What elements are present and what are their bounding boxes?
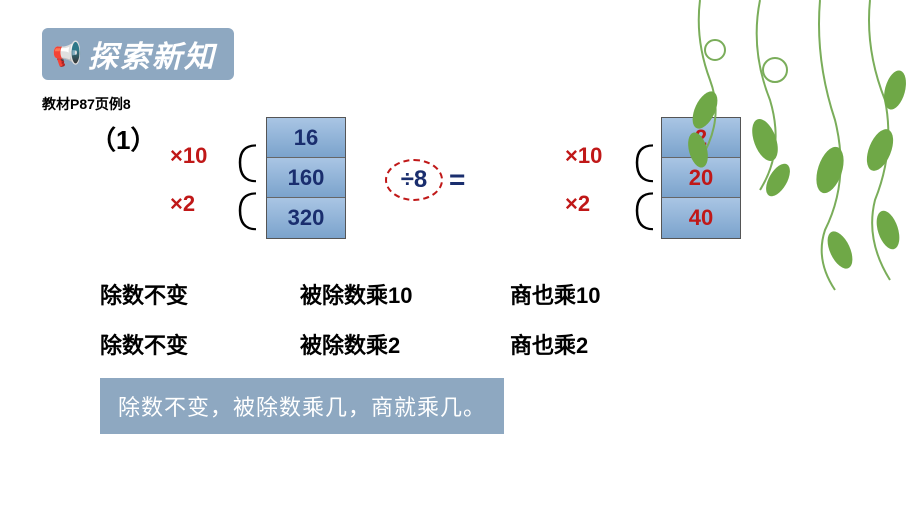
header-title: 探索新知 xyxy=(88,32,216,76)
equation-row: （1） ×10 ×2 16 160 320 ÷8 = ×10 ×2 2 20 4… xyxy=(90,125,860,255)
mult-left-top: ×10 xyxy=(170,143,207,169)
observations-grid: 除数不变 被除数乘10 商也乘10 除数不变 被除数乘2 商也乘2 xyxy=(100,278,690,360)
dividend-cell: 16 xyxy=(267,118,345,158)
obs-cell: 商也乘2 xyxy=(510,328,690,360)
equals-sign: = xyxy=(449,164,465,196)
brace-icon xyxy=(631,144,661,187)
rule-statement: 除数不变，被除数乘几，商就乘几。 xyxy=(100,378,504,434)
multipliers-right: ×10 ×2 xyxy=(565,143,602,217)
mult-right-top: ×10 xyxy=(565,143,602,169)
problem-number: （1） xyxy=(90,120,156,157)
brace-icon xyxy=(631,192,661,235)
main-content: （1） ×10 ×2 16 160 320 ÷8 = ×10 ×2 2 20 4… xyxy=(90,125,860,255)
multipliers-left: ×10 ×2 xyxy=(170,143,207,217)
megaphone-icon: 📢 xyxy=(52,40,82,69)
header-badge: 📢 探索新知 xyxy=(42,28,234,80)
page-subtitle: 教材P87页例8 xyxy=(42,94,131,114)
division-op: ÷8 = xyxy=(385,159,465,201)
obs-cell: 除数不变 xyxy=(100,328,300,360)
obs-cell: 被除数乘10 xyxy=(300,278,510,310)
brace-icon xyxy=(234,192,264,235)
obs-cell: 除数不变 xyxy=(100,278,300,310)
obs-cell: 被除数乘2 xyxy=(300,328,510,360)
divisor-circle: ÷8 xyxy=(385,159,443,201)
quotient-box: 2 20 40 xyxy=(661,117,741,239)
quotient-cell: 20 xyxy=(662,158,740,198)
mult-left-bottom: ×2 xyxy=(170,191,207,217)
obs-cell: 商也乘10 xyxy=(510,278,690,310)
dividend-cell: 160 xyxy=(267,158,345,198)
quotient-cell: 40 xyxy=(662,198,740,238)
dividend-cell: 320 xyxy=(267,198,345,238)
brace-icon xyxy=(234,144,264,187)
dividend-box: 16 160 320 xyxy=(266,117,346,239)
mult-right-bottom: ×2 xyxy=(565,191,602,217)
quotient-cell: 2 xyxy=(662,118,740,158)
